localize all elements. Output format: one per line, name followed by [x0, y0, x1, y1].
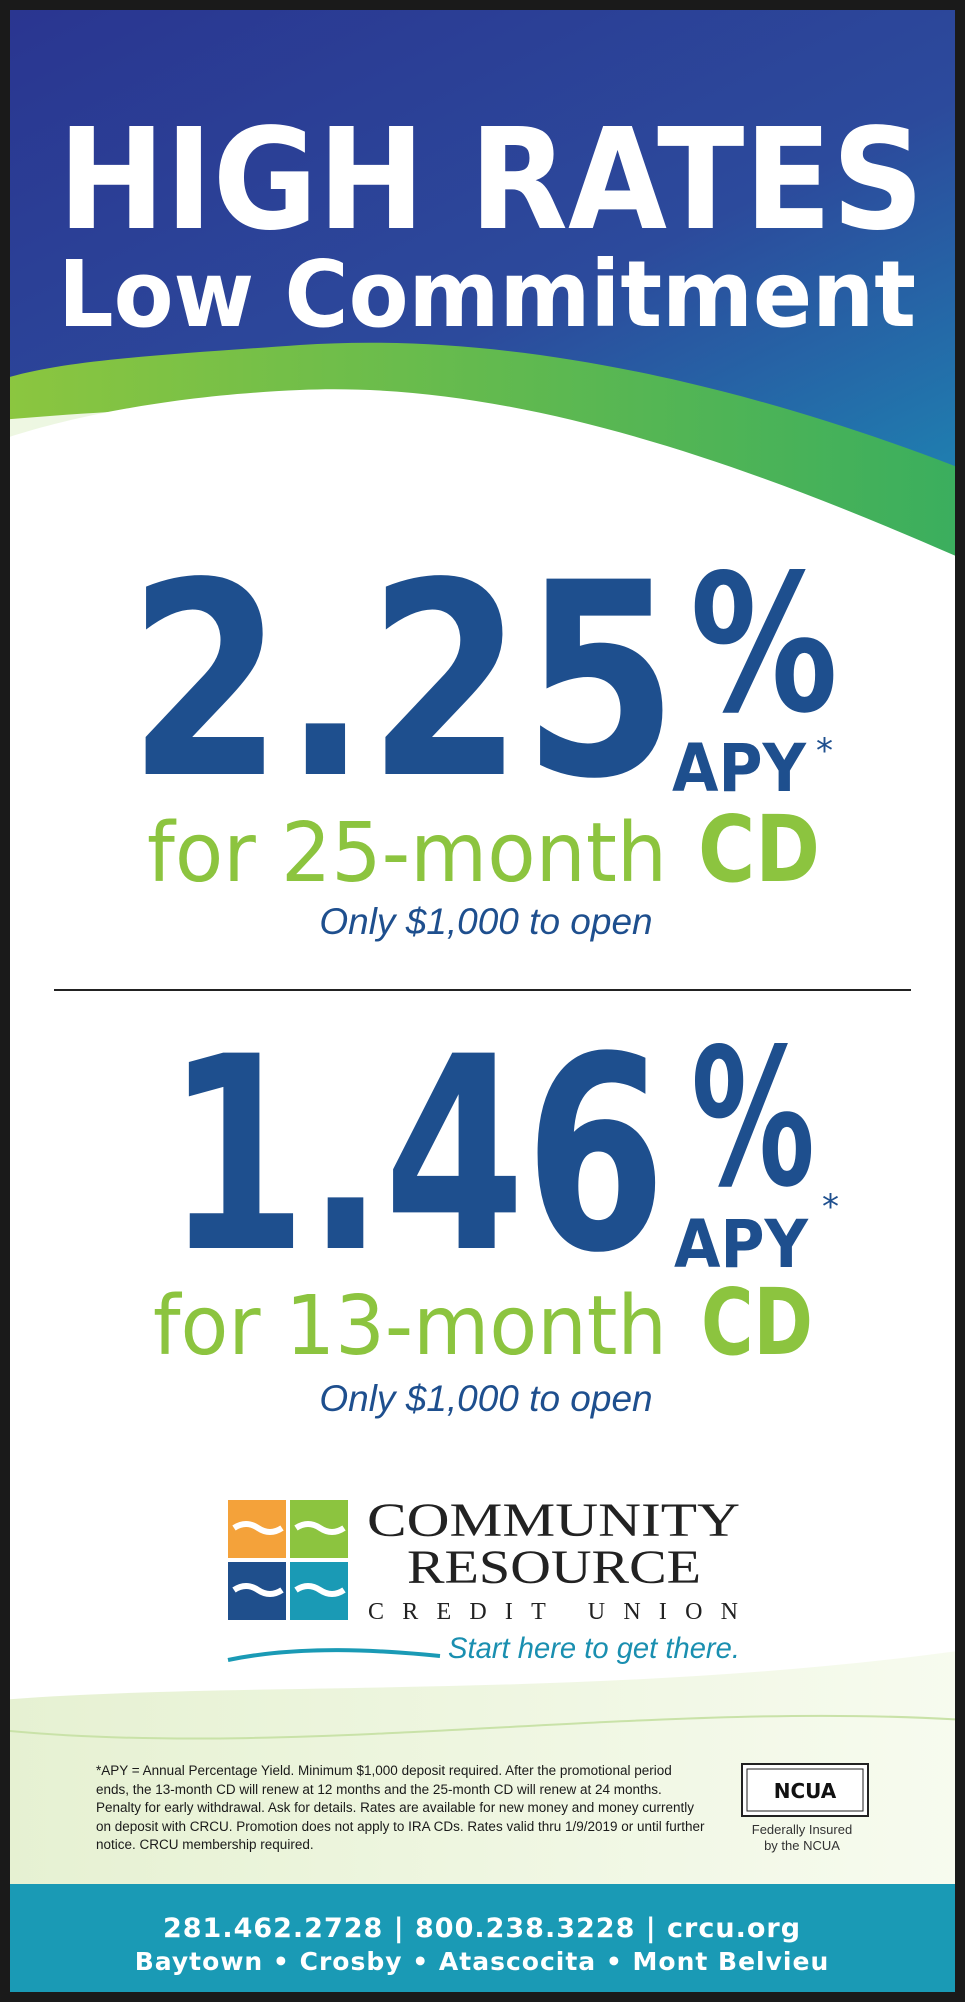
headline-subtitle: Low Commitment	[58, 241, 916, 348]
disclaimer: *APY = Annual Percentage Yield. Minimum …	[96, 1762, 708, 1855]
rate: 1.46	[166, 1000, 666, 1312]
asterisk: *	[822, 1187, 839, 1227]
footer-contact: 281.462.2728 | 800.238.3228 | crcu.org	[163, 1913, 801, 1944]
minimum: Only $1,000 to open	[319, 901, 652, 942]
asterisk: *	[816, 731, 833, 771]
headline-title: HIGH RATES	[58, 99, 924, 262]
logo-line: CREDIT UNION	[368, 1599, 738, 1625]
ad-artwork: HIGH RATES Low Commitment 2.25 % APY * f…	[0, 0, 965, 2002]
footer-locations: Baytown • Crosby • Atascocita • Mont Bel…	[135, 1947, 830, 1976]
ncua-caption: Federally Insured by the NCUA	[732, 1822, 872, 1854]
minimum: Only $1,000 to open	[319, 1378, 652, 1419]
logo-line: RESOURCE	[407, 1541, 701, 1594]
ncua-caption-line: Federally Insured	[732, 1822, 872, 1838]
product: CD	[701, 1269, 813, 1376]
percent-sign: %	[691, 1008, 815, 1229]
rate: 2.25	[128, 526, 678, 838]
advertisement: HIGH RATES Low Commitment 2.25 % APY * f…	[0, 0, 965, 2002]
ncua-caption-line: by the NCUA	[732, 1838, 872, 1854]
logo-line: COMMUNITY	[367, 1494, 740, 1547]
term: for 25-month	[147, 806, 667, 901]
ncua-badge-text: NCUA	[774, 1779, 837, 1803]
product: CD	[698, 796, 820, 903]
percent-sign: %	[690, 534, 838, 755]
logo-tagline: Start here to get there.	[448, 1632, 740, 1665]
term: for 13-month	[153, 1279, 667, 1374]
